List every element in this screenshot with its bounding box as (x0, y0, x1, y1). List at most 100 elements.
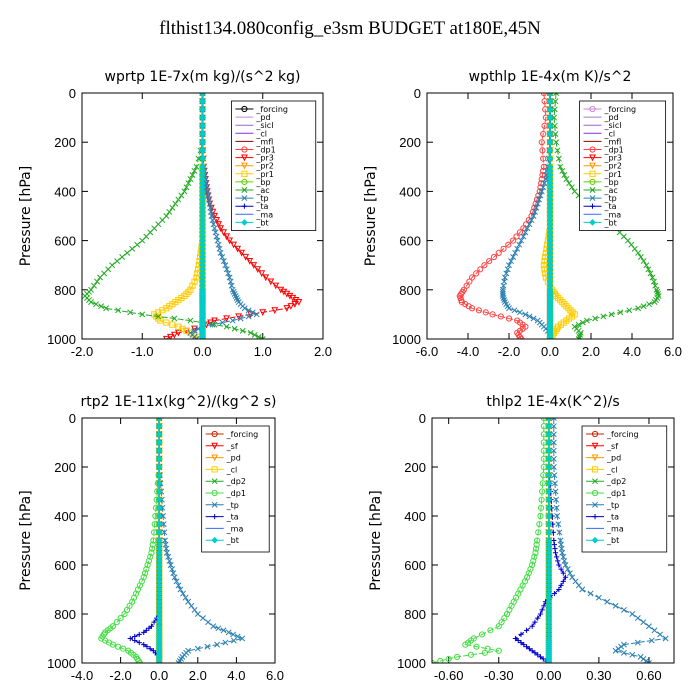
y-tick-label: 600 (54, 558, 76, 573)
data-point (657, 631, 664, 638)
data-point (109, 641, 116, 648)
data-point (187, 176, 194, 183)
data-point (532, 619, 538, 625)
data-point (560, 570, 566, 576)
data-point (238, 249, 246, 257)
data-point (545, 504, 553, 512)
data-point (181, 188, 188, 195)
data-point (463, 282, 470, 289)
y-axis-label: Pressure [hPa] (18, 490, 34, 590)
data-point (553, 504, 560, 511)
data-point (199, 615, 206, 622)
data-point (526, 221, 533, 228)
data-point (185, 288, 192, 295)
y-tick-label: 0 (69, 411, 76, 426)
data-point (169, 566, 176, 573)
data-point (503, 270, 510, 277)
data-point (646, 301, 653, 308)
data-point (467, 651, 475, 658)
data-point (545, 418, 552, 421)
y-tick-label: 800 (404, 607, 426, 622)
data-point (550, 423, 557, 430)
data-point (473, 270, 480, 277)
panel-title: rtp2 1E-11x(kg^2)/(kg^2 s) (81, 394, 277, 410)
data-point (640, 303, 647, 310)
x-tick-label: 0.0 (541, 344, 559, 359)
data-point (179, 325, 186, 332)
data-point (537, 512, 544, 520)
data-point (595, 594, 602, 601)
y-axis-label: Pressure [hPa] (18, 166, 34, 266)
data-point (199, 147, 206, 154)
data-point (241, 195, 248, 202)
x-tick-label: 0.0 (150, 668, 168, 683)
data-point (589, 178, 596, 185)
data-point (103, 305, 110, 312)
legend-entry: _cl (606, 465, 618, 474)
y-axis-label: Pressure [hPa] (363, 166, 379, 266)
data-point (646, 623, 652, 630)
data-point (277, 286, 285, 294)
data-point (604, 598, 611, 605)
data-point (194, 611, 201, 617)
legend-box (201, 425, 270, 553)
data-point (226, 237, 234, 245)
data-point (509, 237, 517, 244)
data-point (640, 655, 647, 662)
data-point (545, 447, 553, 454)
data-point (637, 254, 644, 260)
x-tick-label: 0.00 (536, 668, 561, 683)
data-point (199, 155, 206, 162)
data-point (199, 93, 206, 96)
data-point (550, 447, 557, 454)
data-point (219, 254, 226, 260)
data-point (220, 229, 227, 237)
data-point (551, 480, 558, 487)
data-point (188, 602, 195, 609)
data-point (241, 178, 248, 185)
data-point (155, 488, 163, 495)
data-point (591, 442, 599, 450)
data-point (634, 639, 641, 646)
data-point (551, 106, 558, 113)
x-tick-label: -4.0 (457, 344, 479, 359)
data-point (555, 155, 562, 162)
data-point (592, 501, 598, 508)
data-point (551, 590, 557, 597)
data-point (482, 309, 489, 316)
legend-entry: _sicl (604, 121, 622, 130)
data-point (194, 645, 201, 652)
data-point (91, 282, 98, 289)
plot-frame (81, 417, 276, 664)
data-point (215, 625, 222, 632)
data-point (534, 537, 541, 544)
data-point (515, 637, 521, 644)
data-point (469, 274, 476, 281)
data-point (583, 317, 590, 324)
chart-panel-1: wprtp 1E-7x(m kg)/(s^2 kg) Pressure [hPa]… (18, 69, 332, 359)
legend-entry: _sicl (255, 121, 273, 130)
data-point (557, 296, 564, 304)
data-point (553, 139, 560, 146)
data-point (230, 637, 237, 644)
series-line (502, 93, 551, 339)
data-point (612, 647, 619, 654)
data-point (537, 654, 544, 660)
data-point (292, 296, 300, 304)
data-point (526, 313, 533, 320)
series-line (543, 93, 576, 339)
y-tick-label: 0 (414, 86, 421, 101)
data-point (501, 614, 508, 622)
data-point (259, 309, 267, 317)
data-point (149, 541, 156, 548)
data-point (537, 611, 544, 617)
legend-entry: _bp (604, 178, 619, 187)
y-tick-label: 600 (404, 558, 426, 573)
data-point (567, 570, 573, 577)
data-point (147, 553, 154, 560)
data-point (591, 430, 599, 438)
data-point (591, 466, 599, 473)
data-point (526, 646, 532, 652)
data-point (175, 323, 182, 330)
legend-entry: _ta (604, 202, 617, 211)
